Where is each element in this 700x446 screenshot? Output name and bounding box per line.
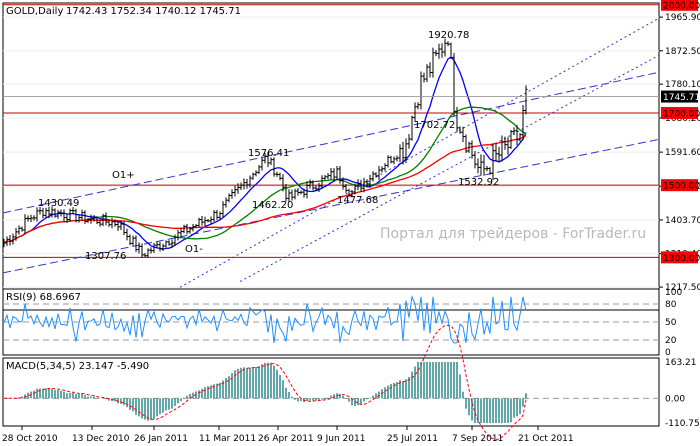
price-panel: Портал для трейдеров - ForTrader.ru 1920…: [2, 2, 660, 311]
price-bars: [2, 38, 528, 258]
rsi-series-line: [3, 294, 527, 344]
price-panel-frame: [2, 2, 660, 311]
time-tick-label: 25 Jul 2011: [387, 434, 438, 444]
price-annotation: O1+: [112, 170, 135, 181]
current-price-tag: [661, 90, 698, 103]
level-price-tag: [661, 107, 698, 120]
level-price-tag: [661, 179, 698, 192]
channel-line: [239, 54, 660, 282]
level-price-tag: [661, 0, 698, 11]
price-annotation: 1702.72: [414, 120, 455, 131]
time-tick-label: 11 Mar 2011: [199, 434, 256, 444]
level-price-label: 1300.00: [663, 254, 700, 264]
macd-title: MACD(5,34,5) 23.147 -5.490: [6, 361, 149, 372]
time-tick-label: 21 Oct 2011: [518, 434, 574, 444]
channel-line: [2, 71, 660, 214]
level-price-label: 1500.00: [663, 182, 700, 192]
time-tick-label: 28 Oct 2010: [2, 434, 58, 444]
macd-zero-line: 163.21 0.00 -110.751: [3, 358, 700, 429]
rsi-panel: 100 80 50 20 0 RSI(9) 68.6967: [2, 288, 682, 358]
rsi-title: RSI(9) 68.6967: [6, 292, 81, 303]
price-annotation: 1307.76: [85, 251, 126, 262]
time-tick-label: 26 Jan 2011: [134, 434, 188, 444]
price-tick-label: 1780.10: [665, 80, 700, 90]
level-price-label: 1700.00: [663, 110, 700, 120]
rsi-tick-label: 20: [665, 336, 677, 346]
price-annotation: 1576.41: [248, 148, 289, 159]
price-annotation: 1430.49: [38, 198, 79, 209]
time-tick-label: 26 Apr 2011: [258, 434, 314, 444]
time-axis: 28 Oct 2010 13 Dec 2010 26 Jan 2011 11 Mar …: [2, 426, 574, 444]
price-annotation: O1-: [185, 244, 203, 255]
channel-line: [2, 138, 660, 274]
macd-panel: 163.21 0.00 -110.751 MACD(5,34,5) 23.147 -…: [2, 324, 700, 441]
rsi-levels: 100 80 50 20 0: [3, 288, 682, 358]
price-tick-label: 1591.60: [665, 148, 700, 158]
price-tick-label: 1217.50: [665, 283, 700, 293]
rsi-tick-label: 80: [665, 300, 677, 310]
symbol-label: GOLD,Daily: [6, 6, 63, 17]
price-annotation: 1462.20: [252, 200, 293, 211]
ohlc-values: 1742.43 1752.34 1740.12 1745.71: [66, 6, 241, 17]
macd-tick-label: 0.00: [665, 394, 685, 404]
watermark: Портал для трейдеров - ForTrader.ru: [380, 226, 646, 242]
level-price-label: 2000.00: [663, 1, 700, 11]
price-tick-label: 1872.50: [665, 47, 700, 57]
channel-line: [179, 17, 660, 288]
rsi-tick-label: 50: [665, 318, 677, 328]
price-tick-label: 1403.70: [665, 216, 700, 226]
time-tick-label: 9 Jun 2011: [317, 434, 365, 444]
price-annotations: 1920.78 1702.72 1576.41 1462.20 1477.68 1532.…: [38, 30, 499, 262]
time-tick-label: 7 Sep 2011: [452, 434, 503, 444]
price-annotation: 1477.68: [337, 195, 378, 206]
rsi-line: [3, 294, 527, 344]
macd-tick-label: -110.751: [665, 419, 700, 429]
rsi-tick-label: 0: [665, 348, 671, 358]
price-annotation: 1532.92: [458, 177, 499, 188]
macd-tick-label: 163.21: [665, 358, 697, 368]
macd-panel-frame: [2, 357, 660, 427]
macd-signal-line: [4, 324, 527, 441]
price-annotation: 1920.78: [428, 30, 469, 41]
level-price-tag: [661, 251, 698, 264]
price-axis: 2000.001965.901872.501780.101686.201591.…: [3, 0, 700, 293]
current-price-label: 1745.71: [663, 93, 700, 103]
price-tick-label: 1965.90: [665, 13, 700, 23]
time-tick-label: 13 Dec 2010: [72, 434, 130, 444]
rsi-tick-label: 100: [665, 288, 682, 298]
trend-channel[interactable]: [2, 17, 660, 288]
macd-signal-series: [4, 324, 527, 441]
horizontal-levels[interactable]: [3, 4, 659, 258]
